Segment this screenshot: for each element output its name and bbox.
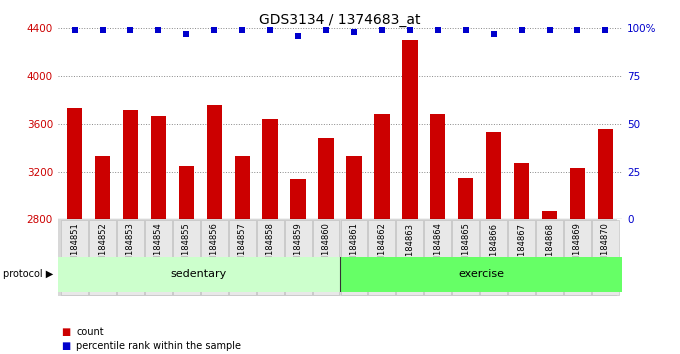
Text: GSM184853: GSM184853 (126, 223, 135, 273)
Bar (458, 178, 473, 219)
Bar (514, 163, 529, 219)
Bar (290, 179, 306, 219)
Bar (262, 119, 278, 219)
Text: percentile rank within the sample: percentile rank within the sample (76, 341, 241, 351)
Text: count: count (76, 327, 104, 337)
Bar (402, 40, 418, 219)
Title: GDS3134 / 1374683_at: GDS3134 / 1374683_at (259, 13, 421, 27)
Text: protocol ▶: protocol ▶ (3, 269, 54, 279)
Text: exercise: exercise (458, 269, 504, 279)
FancyBboxPatch shape (341, 220, 367, 295)
Bar (346, 156, 362, 219)
FancyBboxPatch shape (369, 220, 395, 295)
Text: GSM184867: GSM184867 (517, 223, 526, 274)
FancyBboxPatch shape (228, 220, 256, 295)
Text: GSM184857: GSM184857 (238, 223, 247, 273)
Text: GSM184862: GSM184862 (377, 223, 386, 273)
Bar (486, 132, 501, 219)
Text: GSM184855: GSM184855 (182, 223, 191, 273)
Text: ■: ■ (61, 327, 71, 337)
FancyBboxPatch shape (58, 257, 340, 292)
Text: GSM184856: GSM184856 (209, 223, 219, 273)
FancyBboxPatch shape (508, 220, 535, 295)
Text: GSM184869: GSM184869 (573, 223, 582, 273)
Text: GSM184868: GSM184868 (545, 223, 554, 274)
FancyBboxPatch shape (564, 220, 591, 295)
FancyBboxPatch shape (285, 220, 311, 295)
Text: GSM184852: GSM184852 (98, 223, 107, 273)
Text: GSM184858: GSM184858 (266, 223, 275, 273)
Text: GSM184870: GSM184870 (601, 223, 610, 273)
FancyBboxPatch shape (313, 220, 339, 295)
FancyBboxPatch shape (117, 220, 144, 295)
FancyBboxPatch shape (424, 220, 452, 295)
Text: sedentary: sedentary (171, 269, 227, 279)
Text: GSM184851: GSM184851 (70, 223, 79, 273)
FancyBboxPatch shape (61, 220, 88, 295)
FancyBboxPatch shape (396, 220, 423, 295)
Bar (207, 105, 222, 219)
Text: GSM184861: GSM184861 (350, 223, 358, 273)
Bar (179, 166, 194, 219)
FancyBboxPatch shape (145, 220, 172, 295)
Text: GSM184859: GSM184859 (294, 223, 303, 273)
FancyBboxPatch shape (340, 257, 622, 292)
Text: GSM184866: GSM184866 (489, 223, 498, 274)
Bar (430, 114, 445, 219)
Bar (123, 110, 138, 219)
Bar (598, 129, 613, 219)
Bar (95, 156, 110, 219)
FancyBboxPatch shape (89, 220, 116, 295)
FancyBboxPatch shape (592, 220, 619, 295)
FancyBboxPatch shape (452, 220, 479, 295)
Bar (151, 115, 166, 219)
Bar (235, 156, 250, 219)
FancyBboxPatch shape (536, 220, 563, 295)
Text: GSM184864: GSM184864 (433, 223, 442, 273)
FancyBboxPatch shape (173, 220, 200, 295)
FancyBboxPatch shape (58, 219, 617, 296)
Text: GSM184860: GSM184860 (322, 223, 330, 273)
Text: GSM184854: GSM184854 (154, 223, 163, 273)
Text: ■: ■ (61, 341, 71, 351)
Bar (318, 138, 334, 219)
Bar (67, 108, 82, 219)
Bar (542, 211, 557, 219)
Text: GSM184863: GSM184863 (405, 223, 414, 274)
FancyBboxPatch shape (201, 220, 228, 295)
Bar (570, 168, 585, 219)
Bar (374, 114, 390, 219)
FancyBboxPatch shape (480, 220, 507, 295)
FancyBboxPatch shape (257, 220, 284, 295)
Text: GSM184865: GSM184865 (461, 223, 471, 273)
